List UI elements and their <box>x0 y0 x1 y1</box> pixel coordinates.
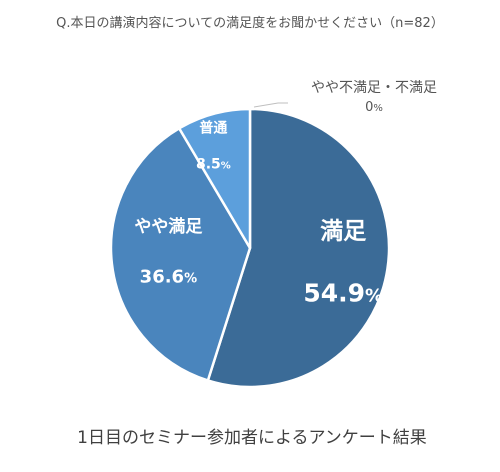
pie-labels: 満足 54.9% やや満足 36.6% 普通 8.5% やや不満足・不満足 0% <box>134 80 437 308</box>
chart-title: Q.本日の講演内容についての満足度をお聞かせください（n=82） <box>56 15 444 31</box>
slice-0-label: 満足 <box>320 219 366 245</box>
slice-1-label: やや満足 <box>134 216 202 237</box>
slice-1-value: 36.6% <box>140 267 197 288</box>
slice-3-leader-line <box>253 102 288 108</box>
slice-3-label: やや不満足・不満足 <box>311 80 437 96</box>
slice-2 <box>177 107 252 250</box>
chart-caption: 1日目のセミナー参加者によるアンケート結果 <box>77 428 427 448</box>
slice-0 <box>206 107 391 389</box>
slice-0-value: 54.9% <box>303 279 383 308</box>
slice-3-value: 0% <box>365 100 383 115</box>
slice-2-label: 普通 <box>199 119 227 136</box>
slice-2-value: 8.5% <box>196 156 231 172</box>
pie-slices <box>109 107 391 389</box>
